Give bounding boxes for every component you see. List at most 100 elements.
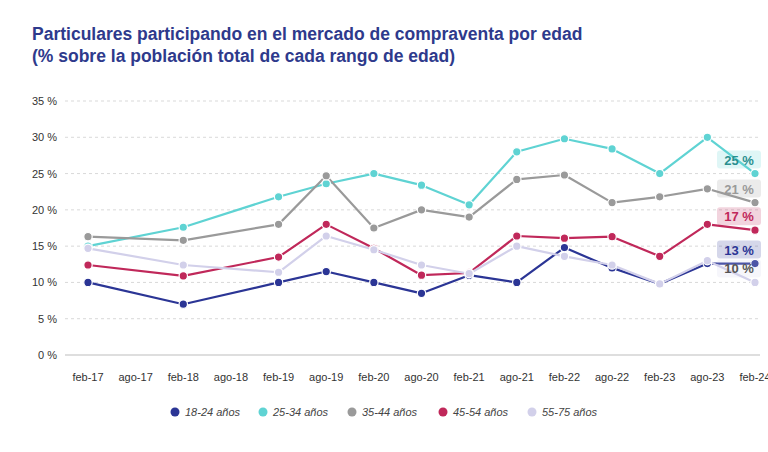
x-tick-label: feb-23 — [644, 371, 675, 383]
legend-label: 25-34 años — [272, 406, 329, 418]
point — [84, 261, 92, 269]
end-label-text: 21 % — [724, 182, 754, 197]
grid-line — [65, 246, 760, 247]
x-tick-label: ago-17 — [119, 371, 153, 383]
y-tick-label: 25 % — [32, 168, 57, 180]
x-tick-label: feb-20 — [358, 371, 389, 383]
point — [417, 181, 425, 189]
point — [560, 171, 568, 179]
series-line — [88, 248, 755, 305]
x-tick-label: ago-19 — [309, 371, 343, 383]
point — [656, 169, 664, 177]
point — [274, 193, 282, 201]
grid-line — [65, 318, 760, 319]
grid-line — [65, 137, 760, 138]
y-tick-label: 10 % — [32, 276, 57, 288]
series-line — [88, 236, 755, 284]
end-label-bg — [717, 259, 761, 277]
y-tick-label: 30 % — [32, 131, 57, 143]
point — [322, 267, 330, 275]
x-tick-label: ago-18 — [214, 371, 248, 383]
point — [703, 220, 711, 228]
point — [417, 289, 425, 297]
point — [608, 198, 616, 206]
point — [84, 244, 92, 252]
series-line — [88, 137, 755, 246]
point — [84, 233, 92, 241]
point — [656, 280, 664, 288]
point — [751, 226, 759, 234]
point — [370, 246, 378, 254]
subtitle: (% sobre la población total de cada rang… — [32, 46, 455, 66]
point — [179, 236, 187, 244]
legend-marker — [439, 408, 448, 417]
point — [513, 242, 521, 250]
point — [560, 243, 568, 251]
point — [322, 232, 330, 240]
chart: Particulares participando en el mercado … — [0, 0, 768, 452]
point — [560, 252, 568, 260]
point — [274, 278, 282, 286]
end-label: 21 % — [717, 180, 761, 198]
x-tick-label: feb-24 — [739, 371, 768, 383]
point — [274, 268, 282, 276]
y-tick-label: 5 % — [38, 313, 57, 325]
x-tick-label: feb-18 — [168, 371, 199, 383]
point — [703, 133, 711, 141]
point — [513, 232, 521, 240]
x-tick-label: ago-23 — [690, 371, 724, 383]
point — [656, 193, 664, 201]
legend-label: 55-75 años — [542, 406, 598, 418]
legend-marker — [348, 408, 357, 417]
point — [322, 172, 330, 180]
x-tick-label: feb-22 — [549, 371, 580, 383]
end-label-text: 13 % — [724, 243, 754, 258]
point — [608, 233, 616, 241]
end-label: 13 % — [717, 241, 761, 259]
grid-line — [65, 101, 760, 102]
point — [179, 300, 187, 308]
x-tick-label: ago-20 — [404, 371, 438, 383]
x-tick-label: feb-21 — [454, 371, 485, 383]
y-tick-label: 0 % — [38, 349, 57, 361]
point — [513, 175, 521, 183]
end-label-bg — [717, 241, 761, 259]
point — [84, 278, 92, 286]
point — [465, 270, 473, 278]
y-tick-label: 15 % — [32, 240, 57, 252]
point — [417, 206, 425, 214]
point — [179, 223, 187, 231]
x-tick-label: feb-19 — [263, 371, 294, 383]
legend-marker — [171, 408, 180, 417]
end-label: 17 % — [717, 207, 761, 225]
point — [322, 220, 330, 228]
end-label-text: 10 % — [724, 261, 754, 276]
legend-label: 18-24 años — [185, 406, 241, 418]
x-tick-label: ago-21 — [500, 371, 534, 383]
point — [656, 252, 664, 260]
point — [560, 135, 568, 143]
point — [274, 253, 282, 261]
point — [560, 234, 568, 242]
point — [370, 224, 378, 232]
point — [370, 278, 378, 286]
end-label-text: 25 % — [724, 153, 754, 168]
grid-line — [65, 209, 760, 210]
point — [751, 278, 759, 286]
point — [370, 169, 378, 177]
point — [656, 280, 664, 288]
end-label-text: 17 % — [724, 209, 754, 224]
point — [417, 271, 425, 279]
point — [608, 145, 616, 153]
x-tick-label: ago-22 — [595, 371, 629, 383]
y-tick-label: 20 % — [32, 204, 57, 216]
point — [179, 272, 187, 280]
point — [703, 185, 711, 193]
point — [703, 256, 711, 264]
y-tick-label: 35 % — [32, 95, 57, 107]
end-label: 10 % — [717, 259, 761, 277]
legend-label: 45-54 años — [453, 406, 509, 418]
series-line — [88, 175, 755, 240]
point — [417, 261, 425, 269]
legend-label: 35-44 años — [362, 406, 418, 418]
